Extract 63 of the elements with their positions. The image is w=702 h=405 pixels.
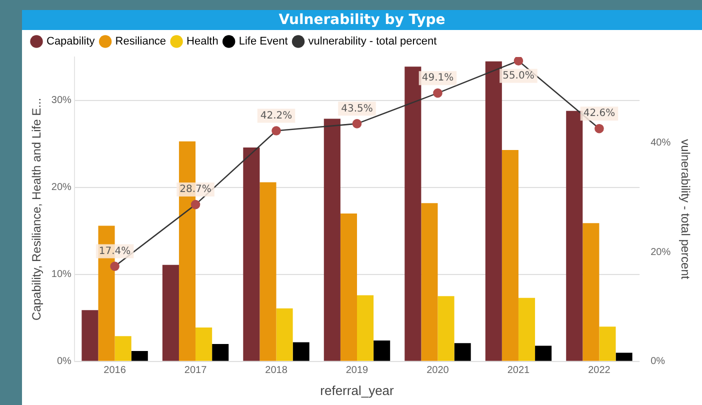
bar — [212, 344, 229, 361]
x-tick-label: 2019 — [346, 365, 369, 376]
y2-tick-label: 40% — [650, 138, 671, 149]
bar — [292, 342, 310, 361]
x-tick-label: 2020 — [426, 365, 450, 376]
bar — [535, 346, 552, 361]
data-label: 55.0% — [502, 70, 534, 82]
y-tick-label: 10% — [51, 269, 72, 280]
data-label: 43.5% — [341, 103, 373, 114]
legend-label: Capability — [46, 36, 96, 48]
data-label: 42.6% — [583, 108, 616, 120]
bar — [485, 61, 502, 361]
bar — [599, 326, 616, 361]
legend-label: Resiliance — [115, 36, 166, 48]
y2-tick-label: 20% — [650, 246, 671, 258]
bar — [162, 264, 179, 361]
bar — [276, 308, 293, 361]
bar — [340, 214, 357, 361]
bar — [502, 150, 518, 361]
y2-axis-title: vulnerability - total percent — [678, 139, 692, 280]
bar — [438, 296, 454, 361]
x-axis-title: referral_year — [320, 382, 395, 398]
data-label: 28.7% — [180, 184, 212, 196]
x-tick-label: 2017 — [184, 365, 208, 376]
bar — [114, 336, 132, 361]
bar — [243, 147, 260, 361]
bar — [131, 350, 148, 361]
bar — [518, 298, 536, 361]
x-tick-label: 2018 — [265, 365, 288, 376]
legend-label: vulnerability - total percent — [308, 36, 437, 48]
point — [110, 262, 120, 271]
y-tick-label: 20% — [51, 182, 72, 194]
y-axis-title: Capability, Resiliance, Health and Life E... — [30, 98, 44, 320]
point — [594, 124, 604, 134]
data-label: 17.4% — [98, 246, 131, 257]
data-label: 49.1% — [422, 72, 454, 84]
bar — [421, 203, 438, 361]
legend-label: Life Event — [238, 36, 288, 48]
bar — [404, 66, 422, 361]
y2-tick-label: 0% — [650, 356, 666, 368]
legend-label: Health — [186, 36, 218, 48]
bar — [454, 343, 471, 361]
bar — [566, 110, 583, 361]
x-tick-label: 2016 — [104, 365, 126, 376]
point — [190, 200, 200, 210]
bar — [616, 352, 632, 361]
bar — [260, 182, 276, 361]
bar — [196, 327, 212, 361]
data-label: 42.2% — [260, 110, 292, 122]
point — [433, 88, 442, 98]
y-tick-label: 0% — [56, 356, 72, 368]
point — [272, 126, 281, 136]
bar — [357, 295, 374, 361]
chart-title: Vulnerability by Type — [22, 10, 702, 30]
x-tick-label: 2021 — [507, 365, 530, 376]
bar — [582, 223, 600, 361]
bar — [324, 118, 340, 361]
bar — [374, 340, 390, 361]
point — [514, 57, 524, 66]
x-tick-label: 2022 — [588, 365, 611, 376]
point — [352, 119, 362, 128]
y-tick-label: 30% — [51, 95, 72, 106]
bar — [82, 310, 98, 361]
